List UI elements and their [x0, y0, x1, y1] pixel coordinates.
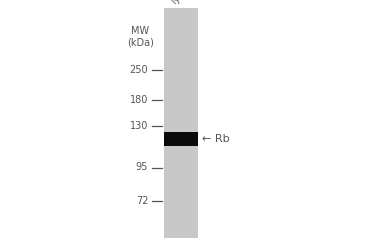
Text: 180: 180	[130, 95, 148, 105]
Text: ← Rb: ← Rb	[202, 134, 230, 144]
Text: 250: 250	[130, 65, 148, 75]
Text: 95: 95	[136, 162, 148, 172]
Text: Jurkat
(No1 % SDS
lyse buffer): Jurkat (No1 % SDS lyse buffer)	[156, 0, 213, 6]
Bar	[164, 132, 198, 145]
Text: MW
(kDa): MW (kDa)	[127, 26, 154, 48]
Bar	[164, 8, 198, 237]
Text: 72: 72	[136, 196, 148, 206]
Text: 130: 130	[130, 121, 148, 131]
